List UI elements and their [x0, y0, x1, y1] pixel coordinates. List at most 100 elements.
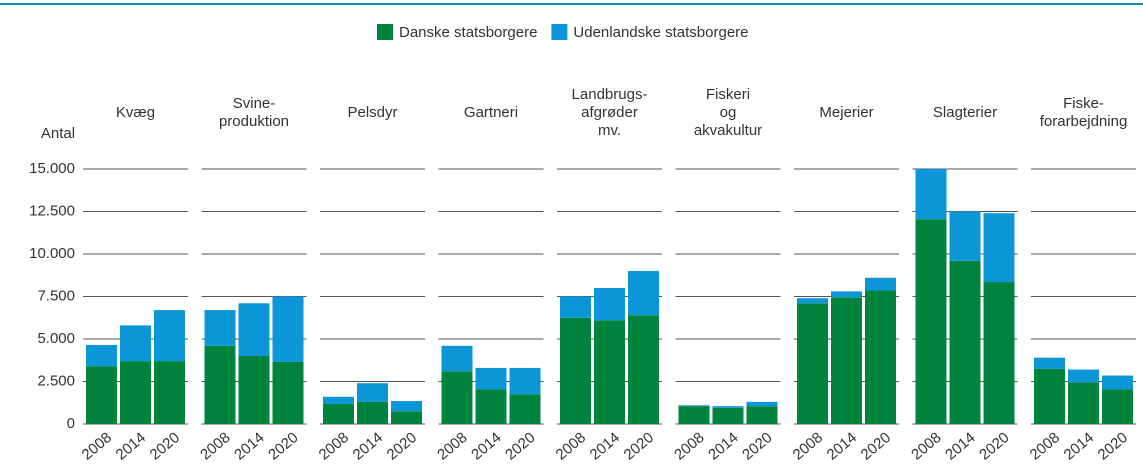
bar-segment — [1068, 382, 1099, 424]
x-tick-label: 2008 — [316, 429, 352, 463]
bar-segment — [272, 296, 304, 362]
bar-segment — [797, 303, 828, 424]
bar-segment — [323, 403, 354, 424]
panel-title: Fiskeri — [706, 86, 750, 103]
panel-title: og — [720, 104, 737, 121]
x-tick-label: 2014 — [705, 429, 741, 463]
bar-segment — [1102, 389, 1133, 424]
x-tick-label: 2008 — [79, 429, 115, 463]
y-tick-label: 7.500 — [37, 287, 75, 304]
y-tick-label: 10.000 — [29, 245, 75, 262]
bar-segment — [509, 367, 541, 395]
x-tick-label: 2014 — [824, 429, 860, 463]
y-tick-label: 5.000 — [37, 330, 75, 347]
bar-segment — [1068, 369, 1099, 383]
bar-segment — [678, 405, 710, 407]
bar-segment — [594, 320, 625, 424]
bar-segment — [746, 406, 778, 424]
bar-segment — [475, 389, 507, 424]
x-tick-label: 2020 — [502, 429, 538, 463]
panel-title: Gartneri — [464, 104, 518, 121]
x-tick-label: 2014 — [350, 429, 386, 463]
bar-segment — [86, 366, 117, 424]
bar-segment — [120, 325, 151, 362]
y-axis-label: Antal — [41, 125, 75, 142]
panel-title: Slagterier — [933, 104, 997, 121]
x-tick-label: 2020 — [621, 429, 657, 463]
bar-segment — [865, 290, 896, 424]
bar-segment — [272, 361, 304, 424]
x-tick-label: 2014 — [113, 429, 149, 463]
x-tick-label: 2014 — [942, 429, 978, 463]
bar-segment — [628, 271, 659, 316]
bar-segment — [831, 291, 862, 298]
x-tick-label: 2008 — [908, 429, 944, 463]
bar-segment — [204, 310, 236, 346]
bar-segment — [746, 401, 778, 407]
bar-segment — [915, 219, 947, 424]
bar-segment — [983, 282, 1015, 424]
y-tick-label: 12.500 — [29, 202, 75, 219]
bar-segment — [865, 277, 896, 291]
x-tick-label: 2008 — [553, 429, 589, 463]
bar-segment — [712, 407, 744, 424]
bar-segment — [831, 297, 862, 424]
bar-segment — [983, 213, 1015, 283]
x-tick-label: 2008 — [1027, 429, 1063, 463]
x-tick-label: 2020 — [739, 429, 775, 463]
panel-title: Mejerier — [819, 104, 873, 121]
panel-title: afgrøder — [581, 104, 638, 121]
x-tick-label: 2014 — [1061, 429, 1097, 463]
x-tick-label: 2008 — [671, 429, 707, 463]
bar-segment — [628, 315, 659, 424]
x-tick-label: 2014 — [587, 429, 623, 463]
panel-title: Landbrugs- — [572, 86, 648, 103]
bar-segment — [560, 317, 591, 424]
legend-swatch — [551, 24, 568, 40]
bar-segment — [441, 371, 473, 424]
x-tick-label: 2020 — [976, 429, 1012, 463]
panel-title: produktion — [219, 113, 289, 130]
x-tick-label: 2020 — [1095, 429, 1131, 463]
bar-segment — [678, 406, 710, 424]
x-tick-label: 2020 — [265, 429, 301, 463]
legend-label: Danske statsborgere — [399, 24, 537, 41]
bar-segment — [1102, 375, 1133, 390]
x-tick-label: 2008 — [197, 429, 233, 463]
legend-swatch — [377, 24, 393, 40]
y-tick-label: 15.000 — [29, 160, 75, 177]
x-tick-label: 2014 — [231, 429, 267, 463]
panel-title: mv. — [598, 122, 621, 139]
bar-segment — [441, 345, 473, 372]
bar-segment — [1034, 368, 1065, 424]
panel-title: Svine- — [233, 95, 276, 112]
y-tick-label: 2.500 — [37, 372, 75, 389]
bar-segment — [712, 406, 744, 408]
bar-segment — [949, 260, 981, 424]
bar-segment — [391, 411, 422, 424]
bar-segment — [1034, 357, 1065, 369]
bar-segment — [475, 367, 507, 390]
panel-title: Kvæg — [116, 104, 155, 121]
y-tick-label: 0 — [67, 415, 75, 432]
bar-segment — [391, 401, 422, 412]
bar-segment — [949, 211, 981, 261]
bar-segment — [594, 288, 625, 321]
x-tick-label: 2008 — [434, 429, 470, 463]
bar-segment — [509, 394, 541, 424]
bar-segment — [204, 345, 236, 424]
bar-segment — [154, 361, 185, 424]
bar-segment — [238, 303, 270, 356]
bar-segment — [154, 310, 185, 362]
bar-segment — [357, 401, 388, 424]
bar-segment — [86, 344, 117, 367]
bar-segment — [915, 169, 947, 220]
x-tick-label: 2008 — [790, 429, 826, 463]
legend-label: Udenlandske statsborgere — [573, 24, 748, 41]
x-tick-label: 2014 — [468, 429, 504, 463]
panel-title: Fiske- — [1063, 95, 1104, 112]
bar-segment — [357, 383, 388, 402]
bar-segment — [120, 361, 151, 424]
x-tick-label: 2020 — [384, 429, 420, 463]
